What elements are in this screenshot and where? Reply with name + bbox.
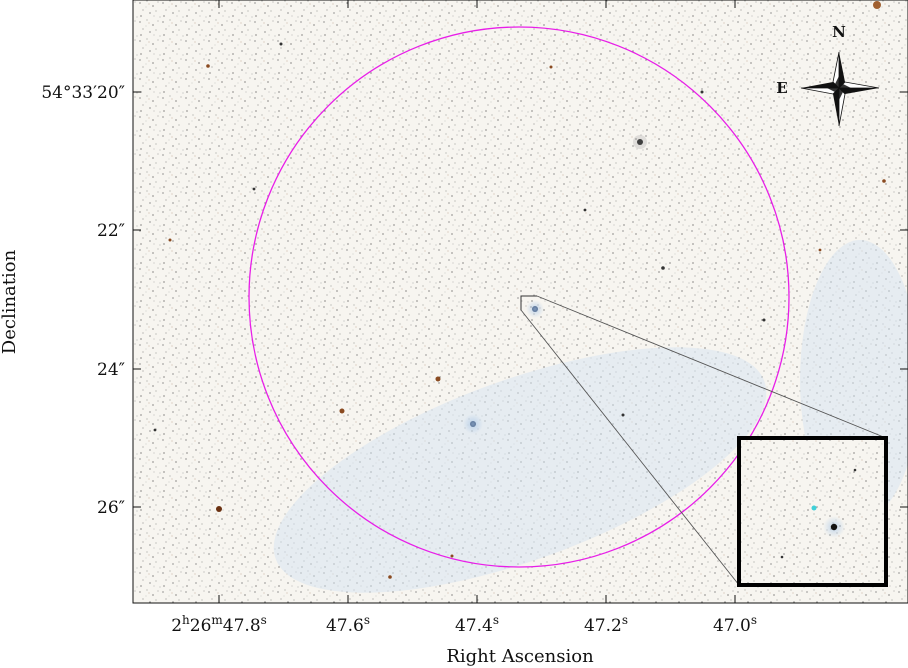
zoom-line-lower bbox=[520, 309, 740, 586]
y-tick-label: 26″ bbox=[97, 498, 125, 518]
x-tick-label: 47.0s bbox=[713, 613, 757, 636]
zoom-line-upper bbox=[536, 295, 887, 439]
compass-east-label: E bbox=[776, 79, 787, 97]
y-axis-title: Declination bbox=[0, 249, 20, 354]
y-axis-ticks bbox=[133, 91, 908, 508]
x-tick-label: 2h26m47.8s bbox=[171, 613, 267, 636]
y-tick-label: 54°33′20″ bbox=[41, 83, 125, 103]
sky-image bbox=[133, 0, 908, 603]
x-tick-label: 47.2s bbox=[584, 613, 628, 636]
image-frame bbox=[132, 0, 908, 604]
x-tick-label: 47.4s bbox=[455, 613, 499, 636]
compass-north-label: N bbox=[832, 23, 846, 41]
star-field bbox=[153, 1, 886, 579]
x-axis-ticks bbox=[218, 0, 736, 603]
x-tick-label: 47.6s bbox=[326, 613, 370, 636]
y-tick-label: 22″ bbox=[97, 221, 125, 241]
aperture-circle bbox=[248, 26, 790, 568]
compass-rose bbox=[800, 51, 880, 127]
x-axis-title: Right Ascension bbox=[446, 646, 594, 667]
inset-panel bbox=[737, 436, 888, 587]
y-tick-label: 24″ bbox=[97, 360, 125, 380]
zoom-box bbox=[520, 295, 537, 310]
